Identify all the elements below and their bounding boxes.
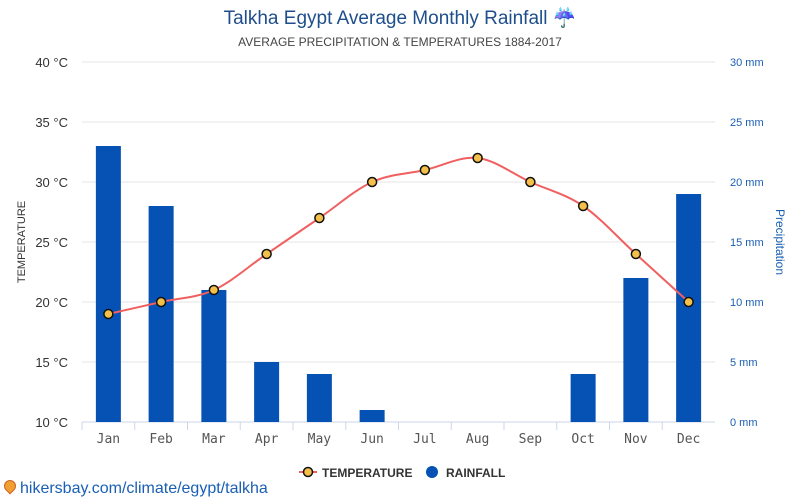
y-right-tick-label: 10 mm [730, 297, 764, 309]
legend-temperature-marker [302, 466, 314, 478]
rainfall-bar [254, 362, 280, 422]
y-tick-label: 40 °C [35, 55, 68, 70]
rainfall-bar [676, 194, 702, 422]
legend-temperature-label: TEMPERATURE [322, 466, 412, 480]
temperature-point [630, 248, 642, 260]
temperature-point [472, 152, 483, 164]
y-tick-label: 25 °C [35, 235, 68, 250]
temperature-point [155, 296, 167, 308]
y-right-tick-label: 20 mm [730, 177, 764, 189]
y-right-axis-title: Precipitation [773, 209, 787, 275]
y-right-tick-label: 15 mm [730, 237, 764, 249]
temperature-point [577, 200, 589, 212]
y-right-tick-label: 25 mm [730, 117, 764, 129]
x-tick-label: Jun [360, 432, 383, 447]
x-tick-label: Oct [571, 432, 594, 447]
umbrella-rain-icon: ☔ [552, 8, 577, 29]
x-tick-label: Jan [97, 432, 120, 447]
x-tick-label: Dec [677, 432, 700, 447]
x-tick-label: Apr [255, 432, 279, 447]
y-tick-label: 30 °C [35, 175, 68, 190]
chart-title: Talkha Egypt Average Monthly Rainfall ☔ [223, 8, 577, 29]
x-tick-label: Jul [413, 432, 436, 447]
rainfall-bar [623, 278, 649, 422]
source-link[interactable]: hikersbay.com/climate/egypt/talkha [1, 477, 268, 498]
temperature-line [108, 156, 690, 315]
x-tick-label: Sep [519, 432, 543, 447]
rainfall-bar [148, 206, 174, 422]
rainfall-bar [359, 410, 385, 422]
y-right-tick-label: 0 mm [730, 417, 758, 429]
rainfall-bar [201, 290, 227, 422]
y-tick-label: 15 °C [35, 355, 68, 370]
x-tick-label: Nov [624, 432, 648, 447]
chart-subtitle: AVERAGE PRECIPITATION & TEMPERATURES 188… [238, 35, 562, 49]
legend-rainfall-marker [426, 466, 438, 478]
rainfall-bar [306, 374, 332, 422]
x-tick-label: Feb [149, 432, 173, 447]
temperature-point [261, 248, 272, 260]
y-right-tick-label: 30 mm [730, 57, 764, 69]
x-tick-label: Aug [466, 432, 489, 447]
x-tick-label: Mar [202, 432, 226, 447]
temperature-point [208, 284, 220, 296]
temperature-point [103, 308, 114, 320]
x-tick-label: May [308, 432, 332, 447]
y-axis-title: TEMPERATURE [16, 201, 28, 283]
temperature-point [525, 176, 536, 188]
legend-rainfall-label: RAINFALL [446, 466, 505, 480]
temperature-point [683, 296, 694, 308]
rainfall-bar [95, 146, 121, 422]
rainfall-bar [570, 374, 596, 422]
y-tick-label: 20 °C [35, 295, 68, 310]
temperature-point [366, 176, 378, 188]
y-tick-label: 35 °C [35, 115, 68, 130]
y-tick-label: 10 °C [35, 415, 68, 430]
temperature-point [314, 212, 325, 224]
y-right-tick-label: 5 mm [730, 357, 758, 369]
location-pin-icon [1, 477, 19, 495]
temperature-point [419, 164, 431, 176]
